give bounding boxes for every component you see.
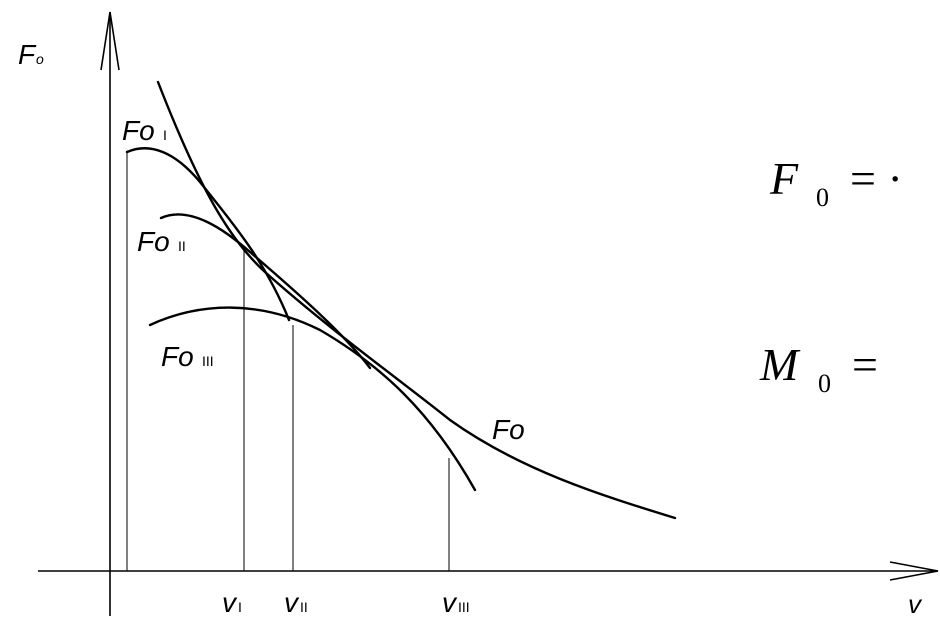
tick-label-v-ii: v bbox=[284, 587, 300, 618]
formula-m0-rest: = bbox=[852, 339, 878, 390]
curve-label-fo: Fo bbox=[492, 414, 525, 445]
y-axis-label: F bbox=[18, 39, 37, 70]
tick-label-v-iii: v bbox=[442, 587, 458, 618]
curve-label-fo-ii-sub: II bbox=[178, 238, 186, 254]
tick-label-v-i-sub: I bbox=[238, 599, 242, 615]
curve-fo-iii bbox=[148, 306, 477, 492]
curve-label-fo-i-sub: I bbox=[163, 127, 167, 143]
y-axis-label-sub: o bbox=[36, 51, 44, 67]
curve-label-fo-iii-sub: III bbox=[202, 353, 214, 369]
curve-fo-i bbox=[125, 147, 291, 322]
formula-m0-symbol: M bbox=[759, 339, 801, 390]
formula-f0-sub: 0 bbox=[816, 183, 829, 212]
curve-fo-ii bbox=[159, 213, 372, 370]
formula-m0-sub: 0 bbox=[818, 369, 831, 398]
curve-fo-envelope bbox=[156, 80, 677, 520]
formula-f0-symbol: F bbox=[769, 153, 799, 204]
curve-label-fo-iii: Fo bbox=[161, 341, 194, 372]
y-axis bbox=[100, 11, 120, 616]
tick-label-v-iii-sub: III bbox=[458, 599, 470, 615]
curve-label-fo-ii: Fo bbox=[137, 226, 170, 257]
x-axis-label: v bbox=[908, 589, 923, 619]
formula-f0-rest: = · bbox=[850, 153, 903, 204]
tick-label-v-i: v bbox=[222, 587, 238, 618]
tick-label-v-ii-sub: II bbox=[300, 599, 308, 615]
x-axis bbox=[38, 561, 939, 581]
curve-label-fo-i: Fo bbox=[122, 115, 155, 146]
